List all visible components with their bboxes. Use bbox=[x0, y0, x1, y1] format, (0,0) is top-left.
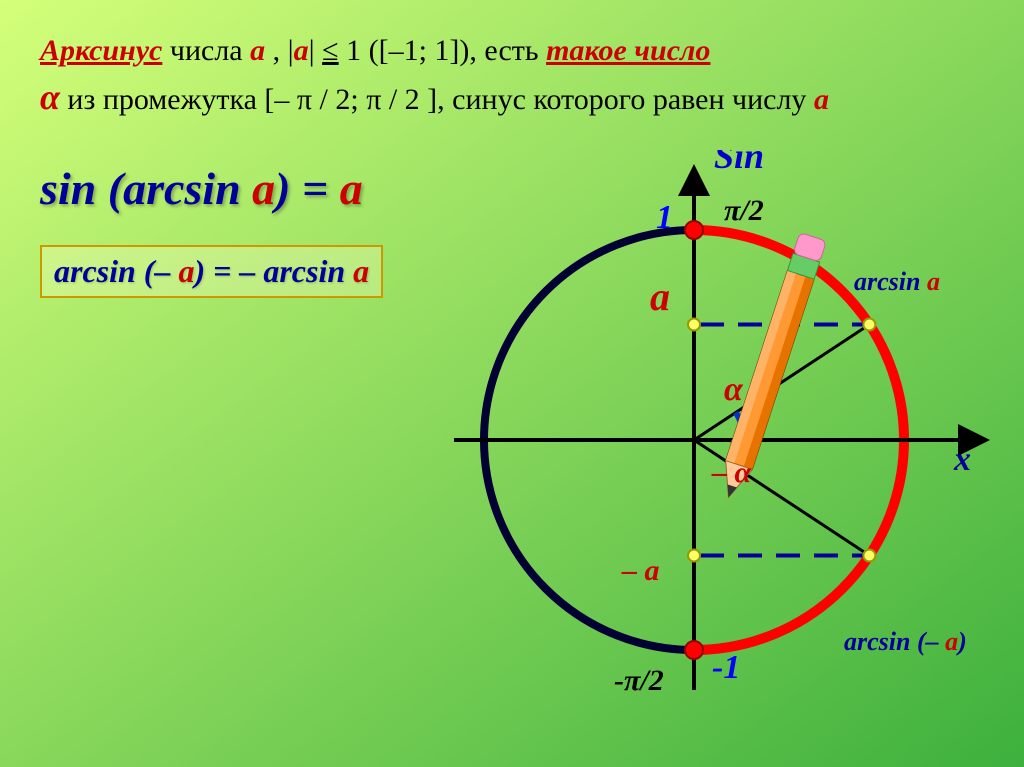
svg-text:– a: – a bbox=[621, 554, 660, 587]
svg-text:α: α bbox=[724, 371, 744, 408]
svg-text:– α: – α bbox=[711, 456, 752, 489]
definition-text: Арксинус числа а , |а| ≤ 1 ([–1; 1]), ес… bbox=[40, 30, 984, 122]
point-neg-a-circle bbox=[863, 550, 875, 562]
svg-text:-1: -1 bbox=[712, 649, 740, 686]
term-arksinus: Арксинус bbox=[40, 34, 162, 67]
content-area: Арксинус числа а , |а| ≤ 1 ([–1; 1]), ес… bbox=[0, 0, 1024, 328]
svg-text:-π/2: -π/2 bbox=[614, 664, 664, 697]
formula-sin-arcsin: sin (arcsin a) = a bbox=[40, 162, 984, 215]
point-bottom bbox=[685, 641, 703, 659]
svg-text:arcsin (– a): arcsin (– a) bbox=[844, 627, 967, 656]
formula-arcsin-neg: arcsin (– a) = – arcsin a bbox=[40, 245, 383, 298]
svg-text:x: x bbox=[953, 441, 971, 478]
point-neg-a-axis bbox=[688, 550, 700, 562]
